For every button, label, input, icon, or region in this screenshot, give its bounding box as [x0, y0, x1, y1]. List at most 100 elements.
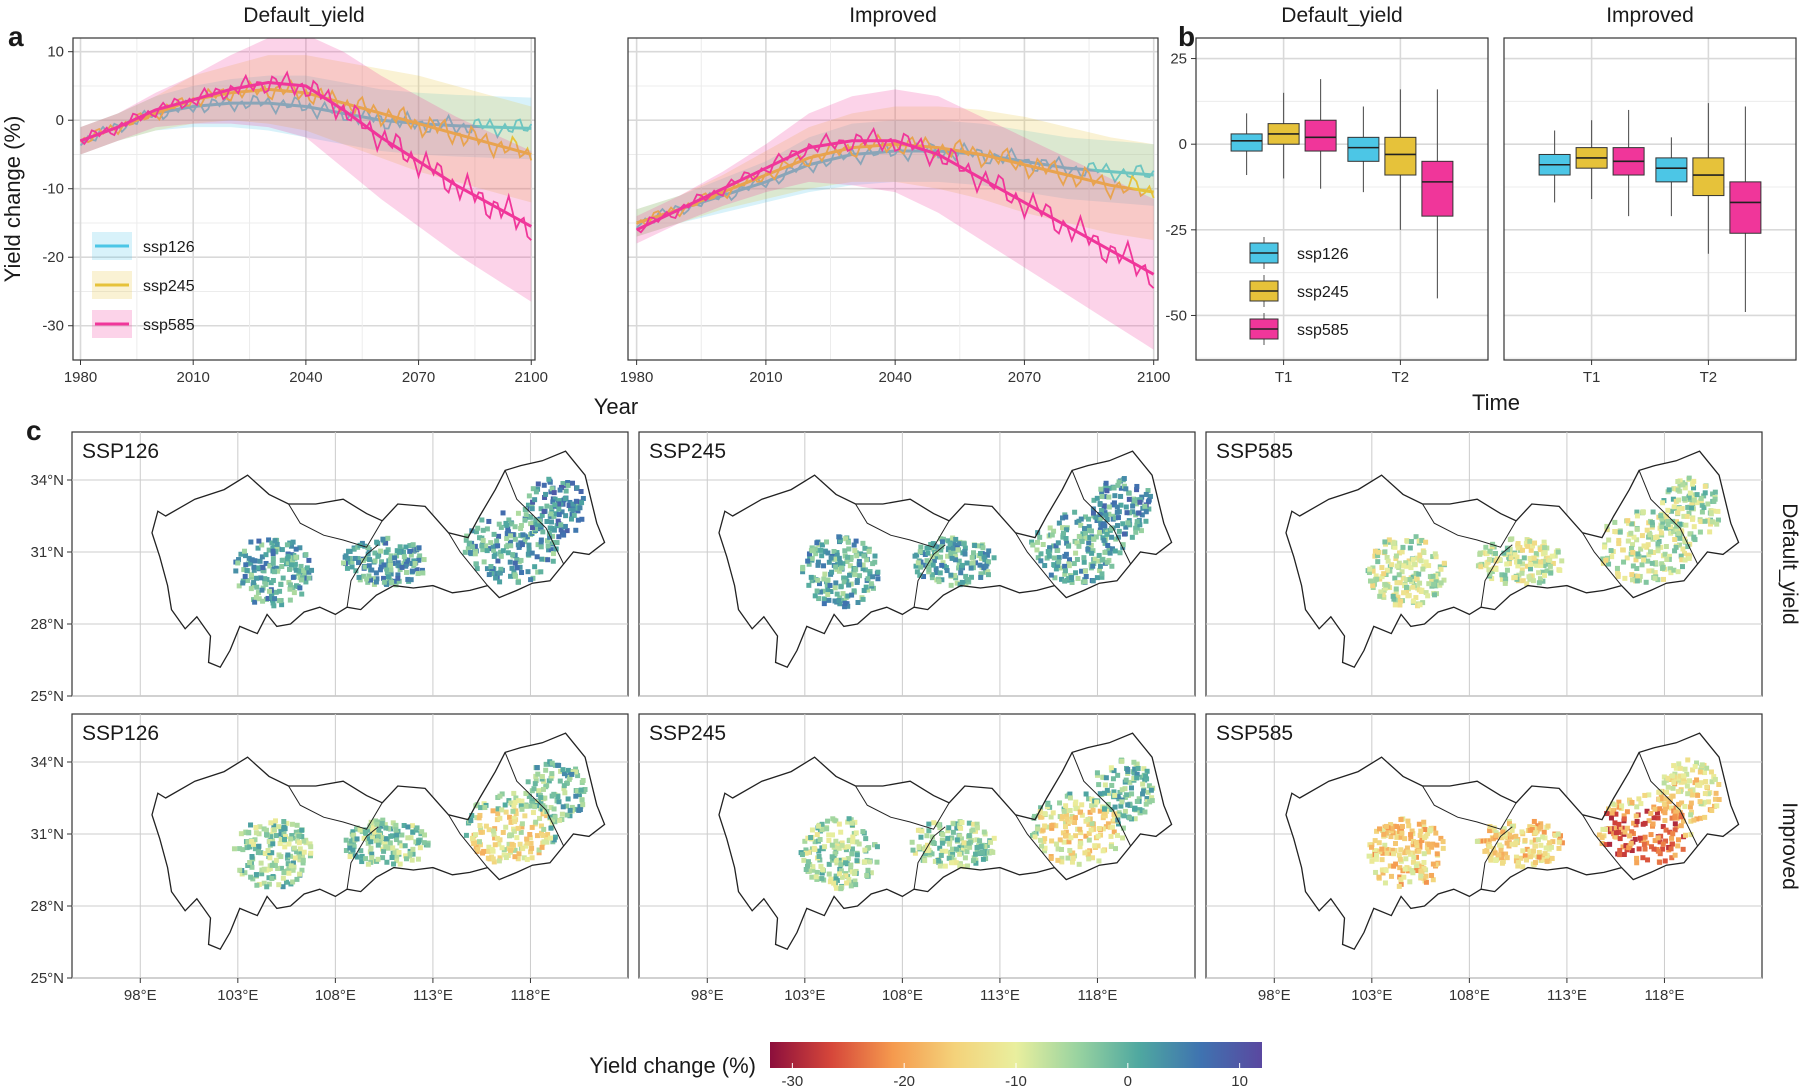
- grid-cell: [969, 561, 975, 567]
- map-scenario-label: SSP585: [1216, 722, 1293, 745]
- grid-cell: [389, 580, 395, 586]
- lat-tick-label: 34°N: [30, 754, 64, 771]
- grid-cell: [1690, 516, 1696, 522]
- province-border: [855, 503, 950, 548]
- grid-cell: [407, 853, 413, 859]
- grid-cell: [557, 817, 563, 823]
- grid-cell: [539, 512, 545, 518]
- grid-cell: [1691, 478, 1697, 484]
- grid-cell: [366, 573, 372, 579]
- grid-cell: [247, 860, 253, 866]
- grid-cell: [1079, 539, 1085, 545]
- grid-cell: [1663, 525, 1669, 531]
- grid-cell: [392, 578, 398, 584]
- grid-cell: [1663, 804, 1669, 810]
- grid-cell: [1069, 816, 1075, 822]
- grid-cell: [1528, 547, 1534, 553]
- grid-cell: [1077, 809, 1083, 815]
- grid-cell: [274, 546, 280, 552]
- grid-cell: [1667, 524, 1673, 530]
- grid-cell: [294, 822, 300, 828]
- grid-cell: [1414, 555, 1420, 561]
- grid-cell: [812, 546, 818, 552]
- grid-cell: [1089, 550, 1095, 556]
- grid-cell: [407, 850, 413, 856]
- grid-cell: [1372, 838, 1378, 844]
- grid-cell: [297, 585, 303, 591]
- lat-tick-label: 34°N: [30, 472, 64, 489]
- grid-cell: [1374, 828, 1380, 834]
- grid-cell: [1408, 836, 1414, 842]
- grid-cell: [527, 832, 533, 838]
- grid-cell: [538, 540, 544, 546]
- grid-cell: [1617, 825, 1623, 831]
- grid-cell: [1512, 574, 1518, 580]
- grid-cell: [1691, 817, 1697, 823]
- grid-cell: [1401, 874, 1407, 880]
- grid-cell: [1620, 547, 1626, 553]
- grid-cell: [1527, 854, 1533, 860]
- grid-cell: [953, 536, 959, 542]
- grid-cell: [538, 800, 544, 806]
- province-border: [448, 532, 488, 586]
- grid-cell: [984, 552, 990, 558]
- grid-cell: [1125, 802, 1131, 808]
- grid-cell: [978, 843, 984, 849]
- series-layer: [79, 38, 533, 302]
- grid-cell: [1677, 482, 1683, 488]
- grid-cell: [935, 544, 941, 550]
- grid-cell: [1382, 842, 1388, 848]
- grid-cell: [1659, 561, 1665, 567]
- grid-cell: [1410, 574, 1416, 580]
- grid-cell: [1104, 488, 1110, 494]
- grid-cell: [1539, 569, 1545, 575]
- grid-cell: [1372, 553, 1378, 559]
- grid-cell: [1055, 857, 1061, 863]
- grid-cell: [1029, 539, 1035, 545]
- grid-cell: [270, 577, 276, 583]
- grid-cell: [1431, 581, 1437, 587]
- grid-cell: [952, 542, 958, 548]
- grid-cell: [378, 548, 384, 554]
- grid-cell: [1421, 859, 1427, 865]
- grid-cell: [962, 545, 968, 551]
- grid-cell: [946, 841, 952, 847]
- grid-cell: [543, 784, 549, 790]
- grid-cell: [936, 579, 942, 585]
- grid-cell: [1078, 830, 1084, 836]
- grid-cell: [488, 564, 494, 570]
- grid-cell: [1662, 810, 1668, 816]
- grid-cell: [814, 540, 820, 546]
- grid-cell: [367, 823, 373, 829]
- grid-cell: [1413, 840, 1419, 846]
- grid-cell: [1086, 856, 1092, 862]
- grid-cell: [838, 886, 844, 892]
- grid-cell: [508, 573, 514, 579]
- grid-cell: [495, 558, 501, 564]
- grid-cell: [1042, 845, 1048, 851]
- grid-cell: [1102, 540, 1108, 546]
- grid-cell: [382, 841, 388, 847]
- grid-cell: [832, 585, 838, 591]
- grid-cell: [937, 570, 943, 576]
- grid-cell: [825, 587, 831, 593]
- grid-cell: [1429, 872, 1435, 878]
- grid-cell: [843, 536, 849, 542]
- grid-cell: [1622, 829, 1628, 835]
- grid-cell: [1684, 783, 1690, 789]
- grid-cell: [525, 502, 531, 508]
- province-border: [346, 544, 379, 608]
- grid-cell: [516, 544, 522, 550]
- grid-cell: [491, 831, 497, 837]
- grid-cell: [498, 553, 504, 559]
- grid-cell: [273, 565, 279, 571]
- uncertainty-band-ssp126: [636, 120, 1154, 237]
- grid-cell: [1556, 845, 1562, 851]
- grid-cell: [530, 499, 536, 505]
- grid-cell: [1441, 560, 1447, 566]
- grid-cell: [1398, 816, 1404, 822]
- facet-title: Improved: [849, 4, 937, 27]
- grid-cell: [981, 554, 987, 560]
- grid-cell: [380, 536, 386, 542]
- grid-cell: [809, 545, 815, 551]
